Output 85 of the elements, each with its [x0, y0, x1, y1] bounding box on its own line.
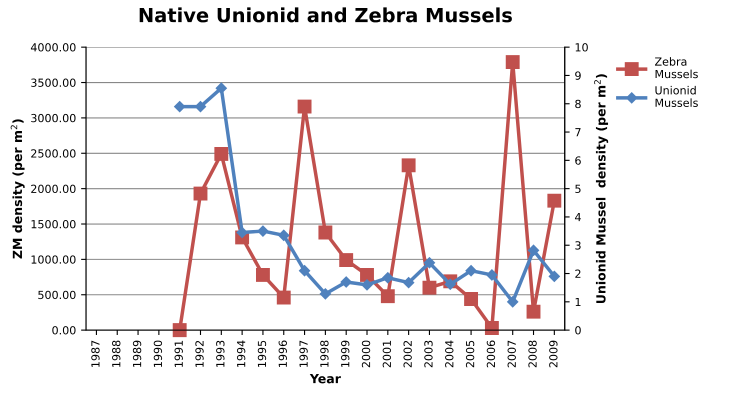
x-tick-label: 1990 — [154, 340, 162, 367]
point — [444, 278, 456, 290]
point — [403, 276, 414, 288]
y2-tick-label: 5 — [575, 184, 581, 194]
x-tick-label: 1989 — [132, 340, 142, 367]
point — [484, 321, 499, 335]
x-tick-label: 1996 — [278, 340, 287, 367]
x-tick-label: 2005 — [466, 340, 474, 368]
y-tick-label: 4000.00 — [30, 43, 76, 52]
point — [486, 269, 498, 281]
x-tick-label: 2007 — [508, 340, 516, 368]
y-tick-label: 3500.00 — [31, 78, 76, 87]
point — [382, 272, 394, 284]
point — [214, 147, 228, 161]
point — [464, 292, 478, 306]
point — [526, 304, 540, 319]
legend-label: Zebra Mussels — [654, 57, 698, 78]
point — [318, 226, 332, 240]
point — [361, 279, 373, 290]
y2-tick-label: 9 — [575, 71, 581, 80]
x-tick-label: 1998 — [320, 340, 329, 367]
y2-tick-label: 10 — [576, 43, 588, 52]
x-tick-label: 1988 — [112, 340, 120, 367]
point — [174, 100, 186, 112]
point — [380, 289, 395, 304]
point — [402, 158, 416, 172]
point — [547, 194, 562, 208]
point — [507, 296, 518, 308]
point — [194, 186, 208, 201]
point — [465, 265, 477, 276]
point — [256, 268, 270, 282]
x-tick-label: 2004 — [445, 340, 454, 368]
point — [278, 230, 290, 241]
point — [257, 225, 269, 237]
point — [298, 265, 310, 276]
y-tick-label: 0.00 — [52, 326, 76, 334]
y2-tick-label: 7 — [575, 128, 581, 136]
y-tick-label: 1000.00 — [32, 255, 76, 264]
x-tick-label: 2002 — [403, 340, 412, 368]
point — [422, 280, 436, 295]
x-tick-label: 2001 — [382, 340, 392, 368]
x-tick-label: 2008 — [528, 340, 537, 368]
y-tick-label: 1500.00 — [32, 220, 76, 228]
point — [340, 276, 352, 288]
y-axis-title: ZM density (per m$^{2}$) — [10, 119, 25, 259]
y2-axis-title: Unionid Mussel density (per m$^{2}$) — [594, 74, 608, 304]
y-tick-label: 500.00 — [38, 290, 76, 300]
point — [298, 100, 312, 114]
y2-tick-label: 2 — [575, 270, 580, 278]
y2-tick-label: 4 — [575, 213, 581, 222]
point — [360, 268, 374, 282]
point — [236, 226, 248, 238]
point — [424, 257, 436, 268]
y-tick-label: 2500.00 — [31, 149, 76, 158]
x-tick-label: 1992 — [195, 340, 204, 367]
point — [276, 290, 291, 305]
point — [172, 323, 187, 338]
y-tick-label: 3000.00 — [31, 114, 76, 122]
point — [548, 270, 560, 282]
x-tick-label: 2003 — [424, 340, 433, 368]
x-axis-title: Year — [310, 374, 341, 384]
point — [194, 100, 206, 112]
x-tick-label: 2000 — [362, 340, 370, 368]
y2-tick-label: 1 — [576, 298, 581, 306]
y-tick-label: 2000.00 — [31, 184, 76, 194]
x-tick-label: 1987 — [91, 340, 100, 367]
point — [528, 244, 540, 256]
x-tick-label: 1991 — [174, 340, 183, 367]
point — [216, 82, 227, 94]
y2-tick-label: 0 — [575, 326, 581, 334]
point — [339, 253, 354, 268]
chart-title: Native Unionid and Zebra Mussels — [140, 7, 512, 22]
x-tick-label: 1997 — [299, 340, 308, 367]
x-tick-label: 2006 — [486, 340, 496, 368]
point — [320, 288, 331, 300]
legend-label: Unionid Mussels — [655, 86, 698, 107]
y2-tick-label: 3 — [575, 241, 581, 250]
y2-tick-label: 8 — [575, 100, 581, 108]
x-tick-label: 2009 — [549, 340, 558, 368]
y2-tick-label: 6 — [575, 156, 581, 165]
x-tick-label: 1993 — [216, 340, 225, 367]
x-tick-label: 1994 — [236, 340, 246, 367]
point — [506, 55, 520, 69]
x-tick-label: 1995 — [258, 340, 266, 367]
x-tick-label: 1999 — [341, 340, 350, 367]
